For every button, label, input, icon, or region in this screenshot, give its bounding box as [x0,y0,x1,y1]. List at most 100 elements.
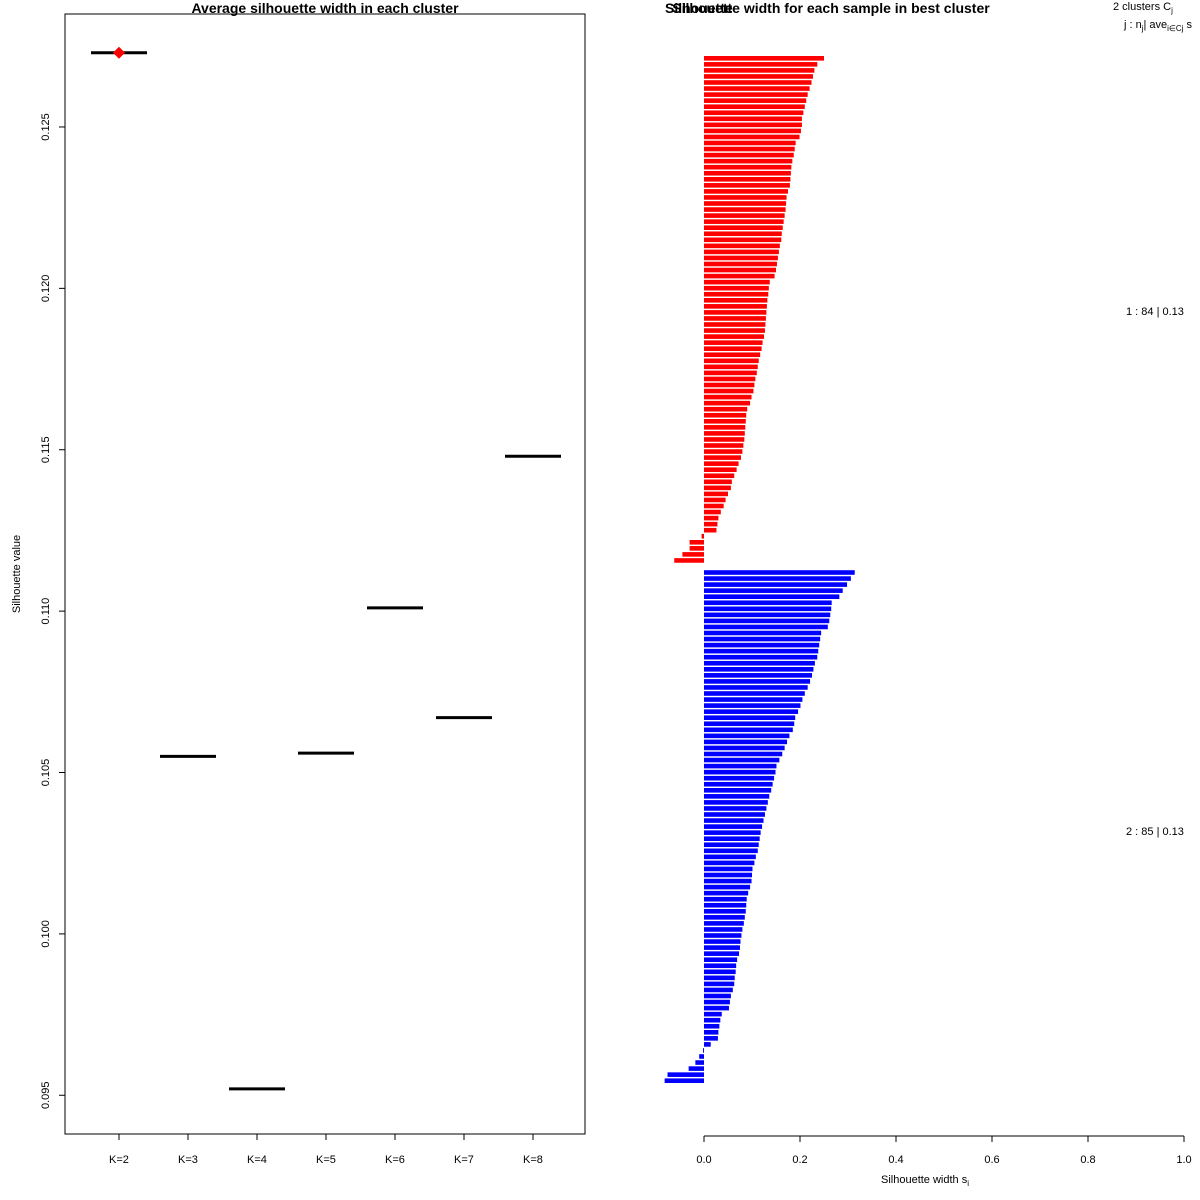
silhouette-bar [704,437,745,442]
left-y-axis: 0.095 0.100 0.105 0.110 0.115 0.120 0.125 [40,113,65,1109]
silhouette-bar [704,231,782,237]
silhouette-bar [704,1005,729,1011]
silhouette-bar [703,1048,704,1053]
silhouette-bar [704,195,787,200]
left-y-tick-label: 0.105 [40,759,52,787]
left-chart-panel: Average silhouette width in each cluster… [11,0,586,1166]
silhouette-bar [704,957,738,962]
silhouette-bar [704,1011,722,1017]
silhouette-bar [704,364,758,370]
legend-header-line2-tail: s [1183,19,1192,31]
silhouette-bar [704,388,754,394]
left-x-tick-label: K=2 [109,1154,129,1166]
silhouette-bar [704,225,783,230]
silhouette-bar [704,878,752,884]
silhouette-bar [704,800,768,805]
silhouette-bar [704,769,776,775]
silhouette-bar [704,618,830,624]
silhouette-bar [704,860,755,866]
silhouette-bar [704,1030,719,1035]
silhouette-bar [704,1017,721,1023]
silhouette-bar [704,237,782,243]
silhouette-bar [704,316,766,321]
silhouette-bar [704,709,799,714]
left-x-tick-label: K=5 [316,1154,336,1166]
silhouette-bar [704,733,790,739]
silhouette-bar [704,975,735,981]
silhouette-bar [704,322,766,327]
silhouette-bar [704,600,832,606]
silhouette-bar [704,872,752,878]
left-x-axis: K=2 K=3 K=4 K=5 K=6 K=7 K=8 [109,1134,543,1166]
silhouette-bar [704,588,843,593]
silhouette-bar [704,703,801,708]
silhouette-bar [704,884,751,890]
silhouette-bar [704,425,746,430]
silhouette-bar [704,346,762,351]
silhouette-bar [704,715,796,720]
silhouette-bar [689,540,704,545]
silhouette-bar [704,473,735,479]
silhouette-bar [704,685,808,690]
silhouette-bar [704,642,820,648]
silhouette-bar [674,558,704,563]
silhouette-bar [704,842,759,848]
silhouette-bar [704,667,814,672]
silhouette-bar [704,788,772,793]
best-k-marker [113,46,125,59]
left-plot-frame [64,13,586,1135]
left-chart-marks [91,46,561,1091]
left-y-tick-label: 0.120 [40,275,52,303]
silhouette-bar [704,509,721,515]
left-x-tick-label: K=8 [523,1154,543,1166]
silhouette-bar [704,921,744,926]
silhouette-bar [704,62,818,67]
silhouette-bar [704,739,788,745]
silhouette-bar [704,636,821,642]
silhouette-bar [704,890,749,896]
silhouette-bar [704,98,807,103]
silhouette-bar [704,830,761,835]
silhouette-bar [704,310,767,315]
silhouette-bar [704,376,756,382]
silhouette-bar [667,1072,704,1077]
left-x-tick-label: K=3 [178,1154,198,1166]
silhouette-bar [704,576,851,581]
silhouette-bar [704,279,770,285]
left-x-tick-label: K=7 [454,1154,474,1166]
legend-header-line2-text: j : n [1123,19,1142,31]
silhouette-bar [704,673,812,678]
silhouette-bar [704,854,756,860]
legend-header-line2: j : nj| avei∈Cj s [1123,19,1193,33]
silhouette-bar [704,927,743,932]
silhouette-bar [704,721,795,727]
right-x-tick-label: 0.6 [984,1154,999,1166]
silhouette-bar [704,164,792,170]
silhouette-bar [704,896,747,902]
silhouette-bar [704,812,765,817]
silhouette-bar [704,189,788,194]
silhouette-bar [704,781,773,787]
silhouette-bar [704,412,747,418]
silhouette-bar [704,134,800,140]
silhouette-bar [664,1078,704,1083]
silhouette-bar [704,1042,711,1047]
cluster-2-summary: 2 : 85 | 0.13 [1126,826,1184,838]
cluster-1-summary: 1 : 84 | 0.13 [1126,306,1184,318]
silhouette-bar [704,74,813,79]
right-chart-panel: Silhouette width for each sample in best… [664,0,1193,1188]
silhouette-bar [704,697,803,702]
silhouette-bar [704,80,812,85]
silhouette-bar [704,201,787,206]
silhouette-bar [704,794,770,799]
right-chart-title: Silhouette width for each sample in best… [672,0,990,16]
silhouette-bar [704,630,822,636]
silhouette-bar [704,848,758,854]
left-y-tick-label: 0.110 [40,598,52,625]
legend-header-line1-sub: j [1170,6,1173,15]
silhouette-bar [704,140,796,146]
silhouette-bar [704,213,785,218]
silhouette-bar [704,818,764,823]
silhouette-bar [704,775,775,781]
right-x-tick-label: 0.2 [792,1154,807,1166]
